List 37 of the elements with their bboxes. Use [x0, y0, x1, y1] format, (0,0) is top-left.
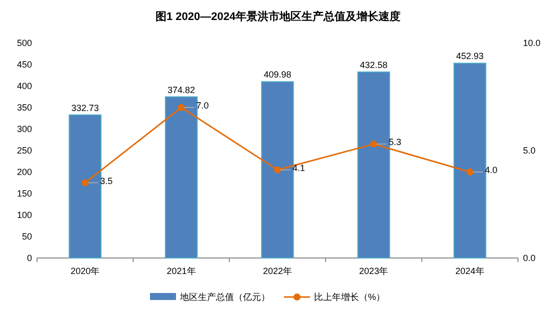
y-tick-label: 0 [26, 253, 32, 263]
x-tick-label: 2020年 [70, 266, 100, 276]
x-tick-label: 2022年 [262, 266, 292, 276]
y-tick-label: 400 [16, 81, 32, 91]
data-label: 432.58 [360, 60, 388, 70]
y2-tick-label: 0.0 [523, 253, 536, 263]
point [466, 168, 474, 176]
bar [164, 96, 198, 258]
x-tick-label: 2021年 [166, 266, 196, 276]
point [274, 166, 281, 174]
y-tick-label: 350 [16, 102, 32, 112]
legend-label: 地区生产总值（亿元） [179, 292, 270, 302]
point [82, 179, 89, 186]
y-tick-label: 150 [16, 188, 32, 198]
bar [68, 114, 102, 258]
point [178, 104, 185, 111]
bar [357, 71, 390, 258]
y-tick-label: 500 [16, 38, 32, 48]
x-tick-label: 2024年 [455, 266, 484, 276]
y2-tick-label: 5.0 [523, 146, 536, 156]
y-tick-label: 450 [16, 60, 32, 70]
legend-label: 比上年增长（%） [314, 292, 386, 302]
data-label: 409.98 [264, 70, 292, 80]
chart-title: 图1 2020—2024年景洪市地区生产总值及增长速度 [155, 10, 401, 23]
data-label: 452.93 [456, 51, 484, 62]
y-tick-label: 250 [16, 146, 32, 156]
y-tick-label: 100 [16, 210, 32, 220]
data-label: 332.73 [71, 102, 99, 113]
x-tick-label: 2023年 [359, 266, 388, 276]
y-tick-label: 200 [16, 167, 32, 177]
bar [261, 81, 294, 258]
point [370, 140, 378, 148]
data-label: 374.82 [168, 84, 196, 95]
bar [454, 62, 486, 258]
y-tick-label: 300 [16, 124, 32, 134]
y-tick-label: 50 [22, 232, 32, 242]
y2-tick-label: 10.0 [523, 38, 541, 48]
